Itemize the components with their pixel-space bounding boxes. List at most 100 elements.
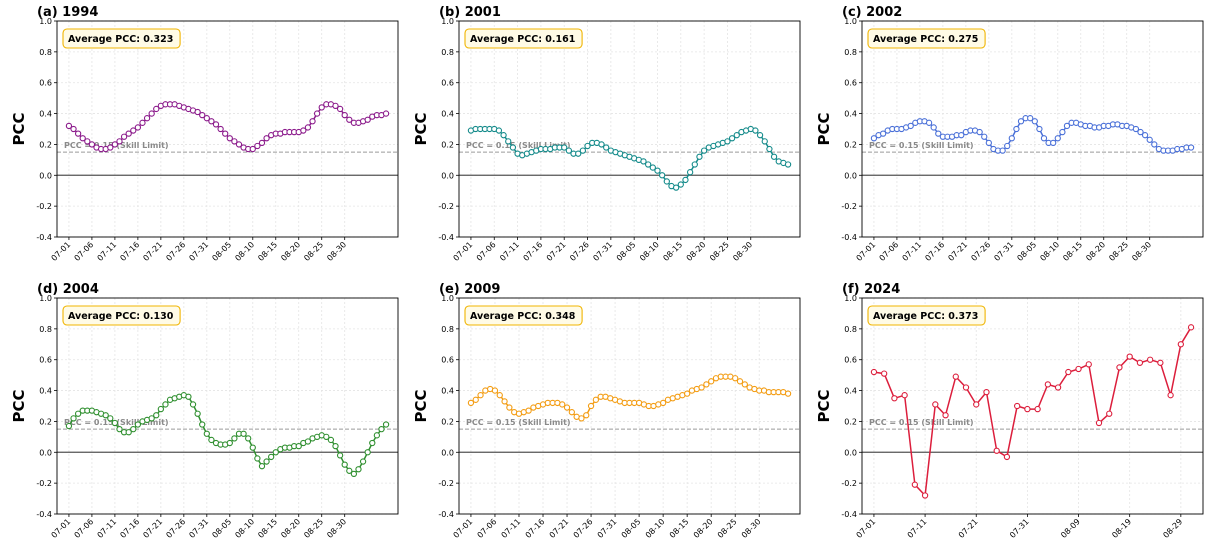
y-tick-label: 0.8 <box>39 325 52 334</box>
x-tick-label: 07-11 <box>901 240 924 263</box>
plot-area <box>862 21 1203 237</box>
data-point <box>346 467 353 474</box>
data-point <box>472 396 479 403</box>
data-point <box>84 138 91 145</box>
data-point <box>525 407 532 414</box>
data-point <box>125 130 132 137</box>
data-point <box>870 368 878 376</box>
panel-6: -0.4 -0.2 0.0 0.2 0.4 0.6 0.8 1.0 07-01 07-11 07-2… <box>815 282 1204 540</box>
data-point <box>467 399 475 407</box>
data-point <box>901 392 908 399</box>
data-point <box>728 135 736 142</box>
data-point <box>724 138 731 145</box>
data-point <box>983 388 990 396</box>
data-point <box>1095 419 1103 427</box>
data-point <box>500 132 507 139</box>
average-pcc-box <box>62 28 181 49</box>
y-axis-label: PCC <box>10 112 28 145</box>
data-point <box>327 436 335 444</box>
y-axis-label: PCC <box>10 389 28 422</box>
data-point <box>203 115 210 122</box>
axes-frame <box>458 20 801 238</box>
y-tick-label: 0.6 <box>39 356 52 365</box>
y-tick-label: 0.2 <box>39 140 52 149</box>
data-point <box>509 144 517 151</box>
data-point <box>1137 128 1144 136</box>
data-point <box>258 139 266 147</box>
x-tick-label: 07-21 <box>946 240 969 263</box>
data-point <box>663 178 670 185</box>
y-tick-label: -0.4 <box>438 510 454 519</box>
data-point <box>130 127 137 134</box>
data-point <box>382 421 390 428</box>
data-point <box>203 430 210 437</box>
data-point <box>770 153 778 160</box>
data-point <box>784 161 792 168</box>
data-point <box>295 442 302 450</box>
data-point <box>1034 405 1041 413</box>
data-point <box>74 130 82 137</box>
data-point <box>1040 135 1048 142</box>
data-point <box>249 145 256 153</box>
data-point <box>1065 368 1072 376</box>
y-tick-label: 0.2 <box>39 417 52 426</box>
data-point <box>208 436 215 444</box>
average-pcc-label: Average PCC: 0.348 <box>470 311 576 322</box>
data-point <box>976 128 983 136</box>
data-point <box>952 373 959 380</box>
data-point <box>491 387 499 394</box>
x-tick-label: 07-21 <box>141 240 164 263</box>
x-tick-label: 07-01 <box>855 240 878 263</box>
data-point <box>148 110 155 117</box>
y-axis-label: PCC <box>412 389 430 422</box>
x-tick-label: 07-26 <box>164 240 187 263</box>
y-tick-label: 0.8 <box>441 325 454 334</box>
data-point <box>369 439 376 447</box>
data-point <box>130 425 137 433</box>
x-tick-label: 08-30 <box>1130 240 1153 263</box>
y-tick-label: 0.4 <box>844 110 857 119</box>
data-point <box>563 404 571 411</box>
x-tick-label: 07-31 <box>187 240 210 263</box>
data-point <box>708 378 715 385</box>
data-point <box>985 139 992 147</box>
y-tick-label: 0.0 <box>441 171 454 180</box>
data-point <box>561 144 568 151</box>
data-point <box>332 102 339 110</box>
data-point <box>677 181 684 188</box>
data-point <box>153 105 160 113</box>
data-point <box>559 401 566 408</box>
x-tick-label: 08-10 <box>1038 240 1061 263</box>
data-point <box>1141 132 1149 139</box>
x-tick-label: 08-05 <box>615 240 638 263</box>
average-pcc-box <box>867 28 986 49</box>
panel-5: -0.4-0.20.00.20.40.60.81.007-01 07-06 07-1… <box>412 282 801 540</box>
data-point <box>766 145 773 153</box>
x-tick-label: 08-25 <box>1107 240 1130 263</box>
data-point <box>565 147 573 154</box>
data-point <box>139 119 146 126</box>
data-point <box>304 438 312 445</box>
x-tick-label: 08-15 <box>256 240 279 263</box>
y-tick-label: -0.4 <box>841 233 857 242</box>
average-pcc-label: Average PCC: 0.275 <box>873 34 978 45</box>
data-point <box>359 458 367 465</box>
data-point <box>111 419 119 427</box>
data-point <box>189 401 197 408</box>
data-point <box>879 130 887 137</box>
data-point <box>254 455 261 462</box>
x-tick-label: 07-31 <box>187 517 210 540</box>
y-tick-label: 0.4 <box>39 387 52 396</box>
y-tick-label: 1.0 <box>39 294 52 303</box>
data-point <box>350 470 358 478</box>
x-tick-label: 07-21 <box>545 240 568 263</box>
y-tick-label: 0.2 <box>441 417 454 426</box>
x-tick-label: 07-31 <box>596 517 619 540</box>
x-tick-label: 08-05 <box>210 517 233 540</box>
data-point <box>603 144 610 151</box>
x-tick-label: 07-11 <box>500 517 523 540</box>
skill-limit-label: PCC = 0.15 (Skill Limit) <box>869 141 974 150</box>
x-tick-label: 07-11 <box>906 517 929 540</box>
panel-3: -0.4-0.20.00.20.40.60.81.007-01 07-06 07-1… <box>815 5 1204 263</box>
plot-area <box>862 298 1203 514</box>
